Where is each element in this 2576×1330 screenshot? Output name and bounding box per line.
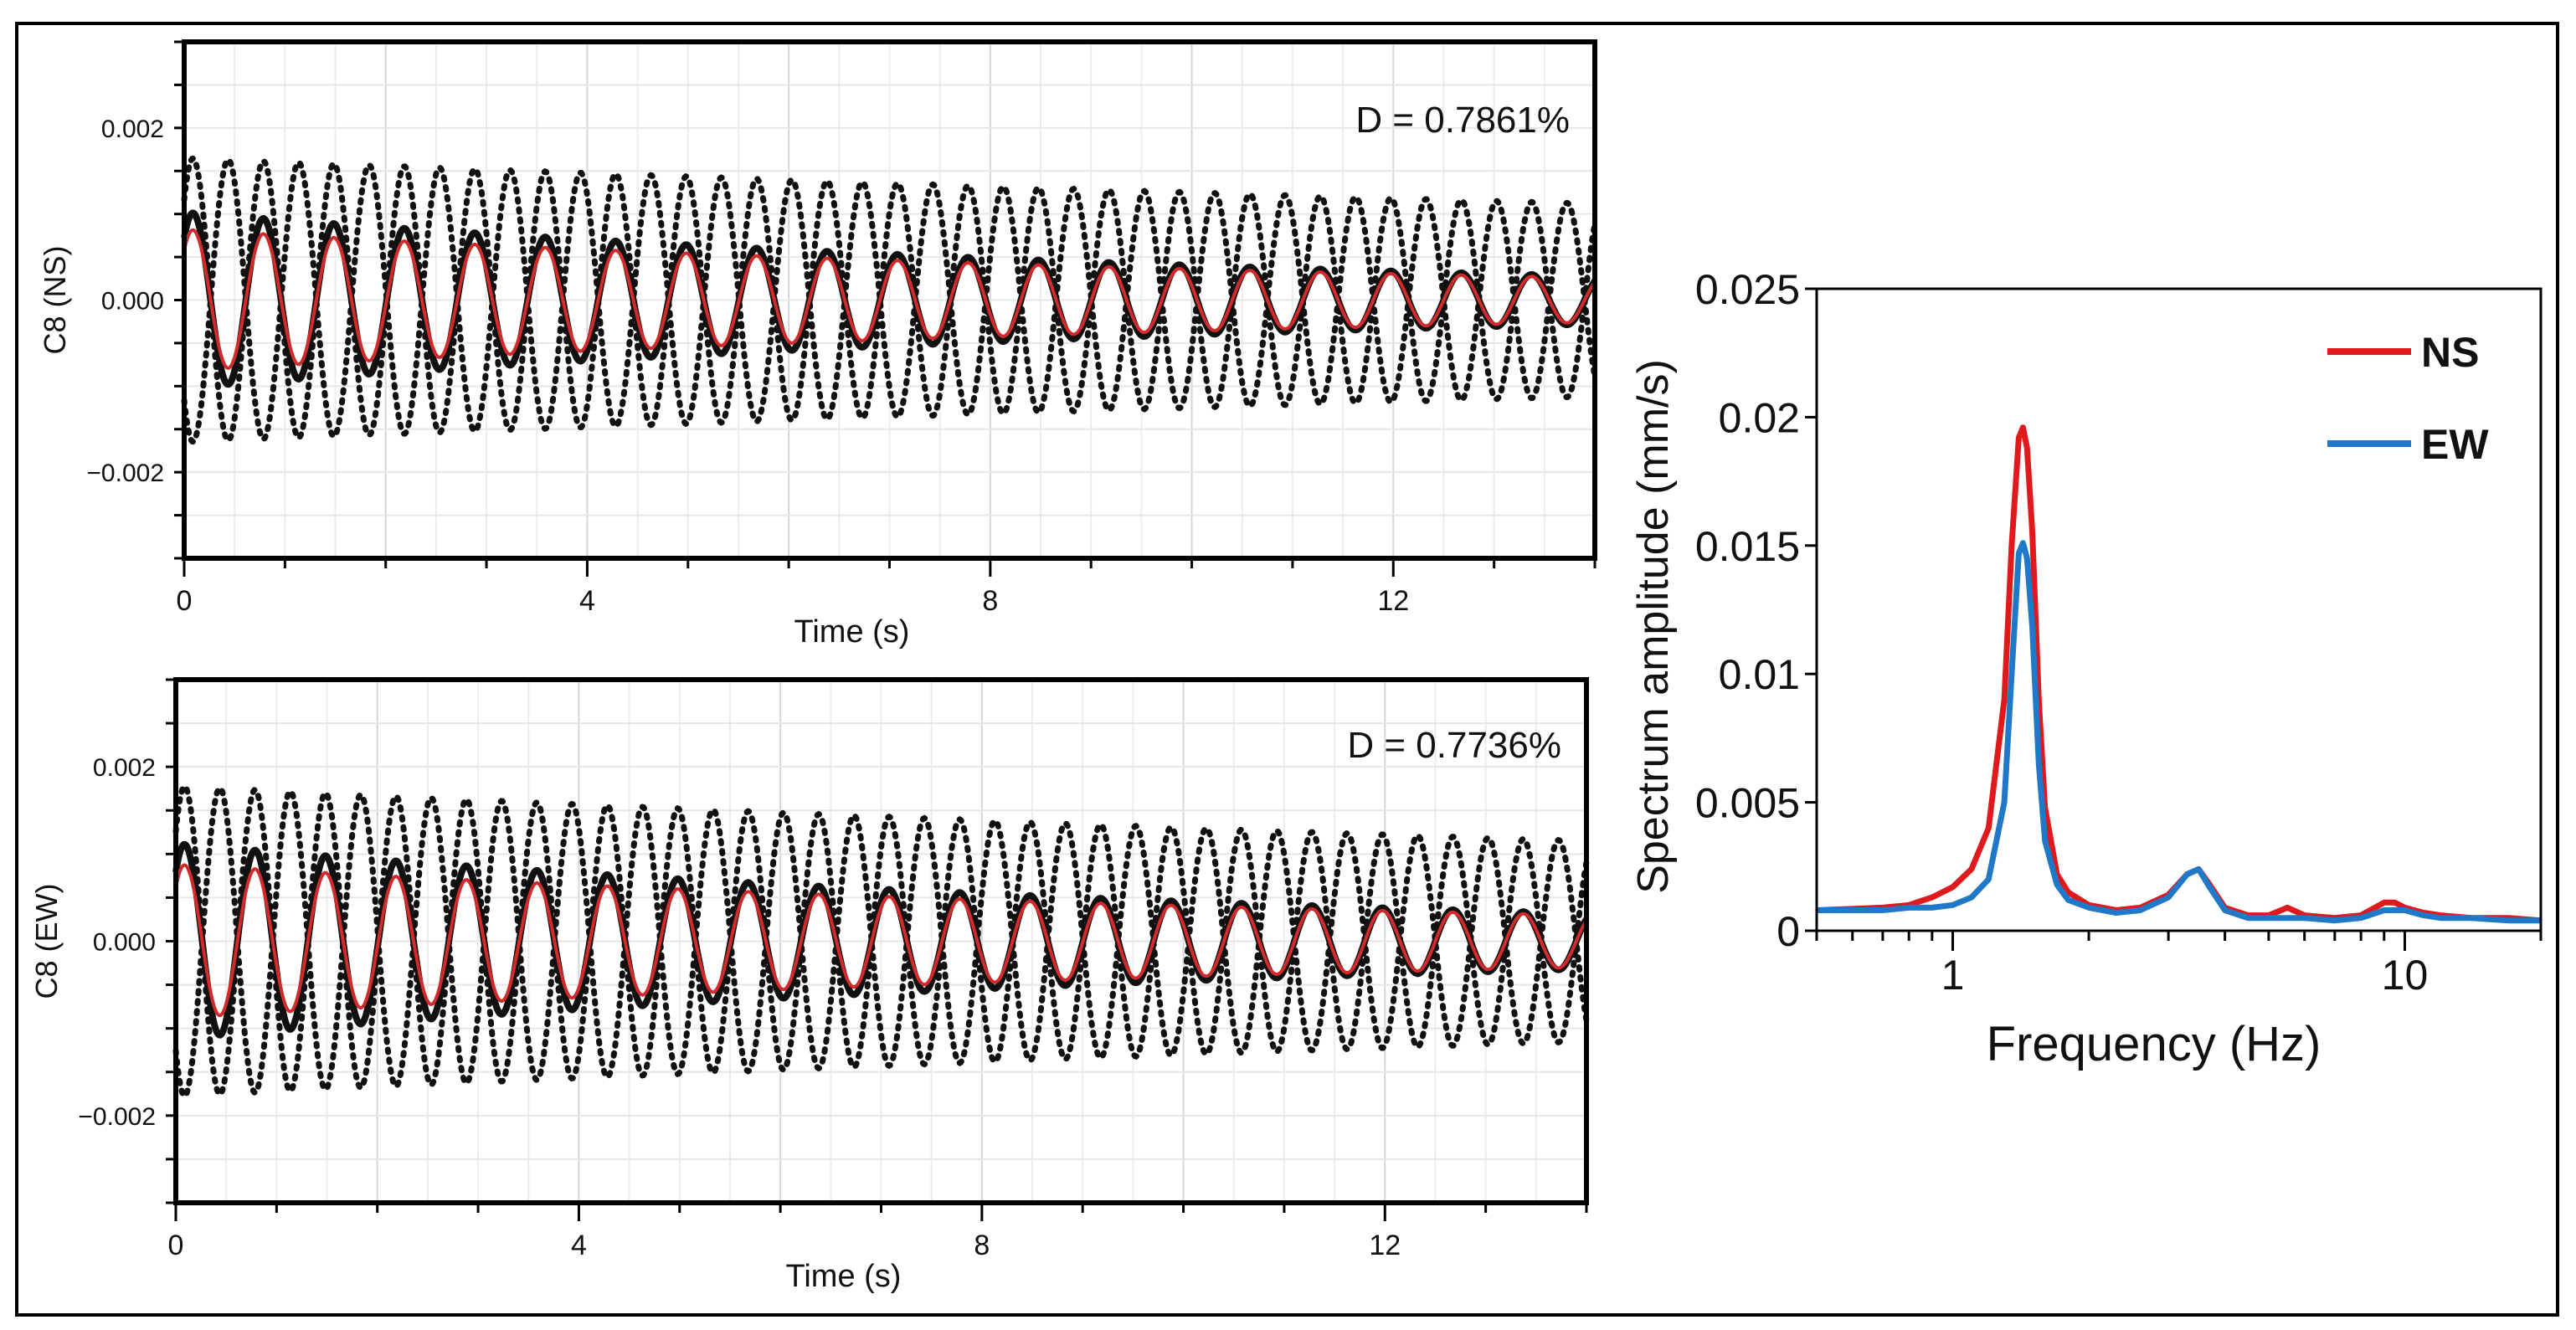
spectrum-series-ew [1817, 540, 2541, 924]
ns-x-axis-label: Time (s) [794, 614, 910, 650]
spectrum-traces [1816, 424, 2542, 924]
spectrum-y-axis: 0 0.005 0.01 0.015 0.02 0.025 [1695, 266, 1817, 955]
ns-damping-annotation: D = 0.7861% [1355, 100, 1570, 141]
x-tick-label: 4 [571, 1230, 587, 1261]
ns-y-axis: −0.002 0.000 0.002 [86, 40, 184, 560]
x-tick-label: 10 [2382, 952, 2429, 999]
y-tick-label: 0.02 [1719, 394, 1800, 441]
ns-series-fitted [183, 228, 1597, 370]
ew-x-axis: 0 4 8 12 [168, 1203, 1588, 1261]
y-tick-label: 0.005 [1695, 780, 1800, 827]
x-tick-label: 8 [982, 585, 998, 617]
spectrum-y-axis-label: Spectrum amplitude (mm/s) [1629, 359, 1678, 894]
y-tick-label: 0.025 [1695, 266, 1800, 313]
ns-x-axis: 0 4 8 12 [177, 558, 1597, 617]
ew-y-axis: −0.002 0.000 0.002 [78, 678, 176, 1204]
legend-ns-label: NS [2421, 329, 2479, 376]
y-tick-label: 0.002 [101, 116, 164, 143]
ew-damping-annotation: D = 0.7736% [1347, 725, 1561, 766]
y-tick-label: 0.015 [1695, 523, 1800, 570]
legend-ew-label: EW [2421, 421, 2489, 468]
x-tick-label: 4 [579, 585, 595, 617]
y-tick-label: 0.002 [93, 754, 156, 782]
ew-traces [172, 783, 1590, 1100]
y-tick-label: −0.002 [78, 1103, 156, 1131]
ns-traces [181, 155, 1598, 445]
y-tick-label: 0.000 [93, 929, 156, 957]
y-tick-label: 0 [1776, 908, 1800, 955]
ew-series-lower-bound [172, 784, 1590, 1100]
spectrum-plot-frame [1815, 287, 2543, 932]
ew-y-axis-label: C8 (EW) [29, 884, 64, 999]
spectrum-legend: NS EW [2327, 329, 2489, 468]
y-tick-label: −0.002 [86, 460, 164, 487]
y-tick-label: 0.000 [101, 288, 164, 316]
x-tick-label: 0 [177, 585, 193, 617]
x-tick-label: 1 [1941, 952, 1965, 999]
spectrum-chart: 1 10 0 0.005 0.01 0.015 0.02 0.025 Frequency (… [1629, 266, 2543, 1071]
y-tick-label: 0.01 [1719, 651, 1800, 698]
x-tick-label: 12 [1369, 1230, 1401, 1261]
spectrum-x-axis-label: Frequency (Hz) [1987, 1017, 2321, 1071]
ew-x-axis-label: Time (s) [786, 1259, 902, 1294]
ns-series-lower-bound [181, 157, 1598, 445]
ns-y-axis-label: C8 (NS) [38, 245, 72, 354]
x-tick-label: 0 [168, 1230, 184, 1261]
figure-frame [15, 22, 2559, 1317]
spectrum-x-axis: 1 10 [1815, 931, 2543, 999]
x-tick-label: 12 [1377, 585, 1409, 617]
ew-series-fitted [174, 863, 1588, 1018]
x-tick-label: 8 [974, 1230, 990, 1261]
